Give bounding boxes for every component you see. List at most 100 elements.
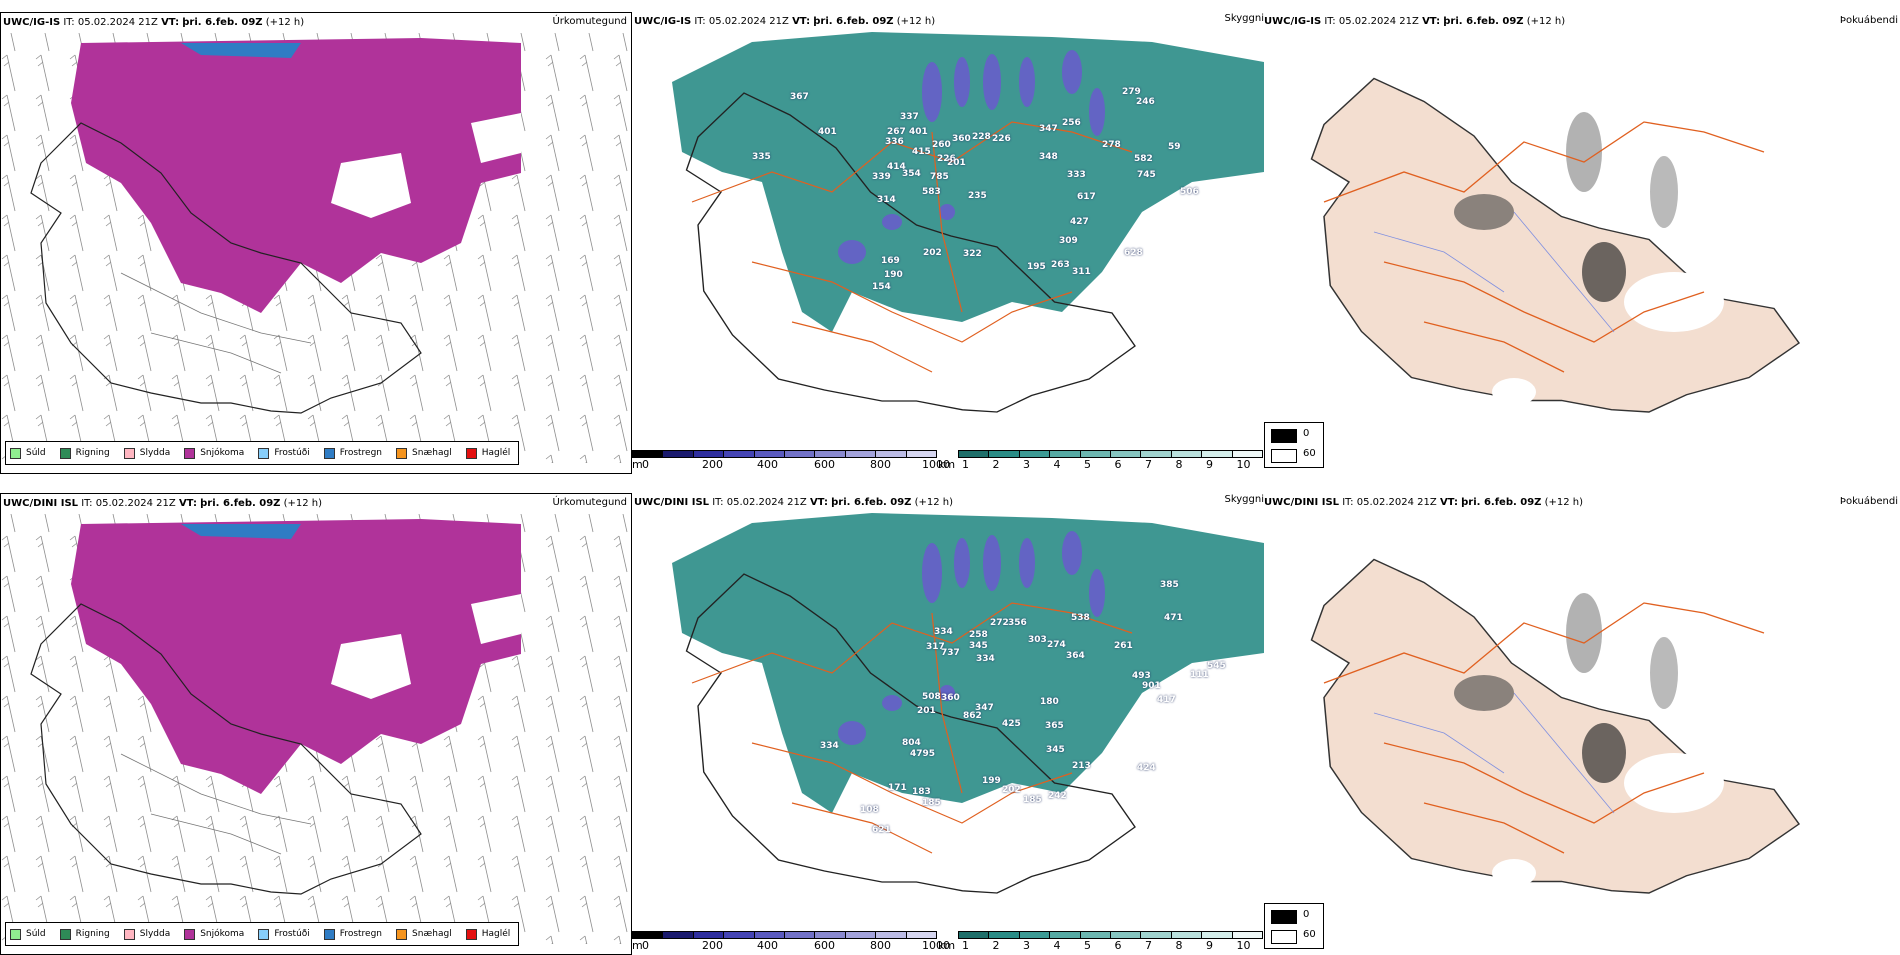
visibility-value: 401 [909,127,928,137]
visibility-value: 356 [1008,618,1027,628]
visibility-tick: 6 [1114,458,1122,471]
visibility-value: 272 [990,618,1009,628]
fog-label-high: 0 [1303,428,1310,439]
visibility-value: 322 [963,249,982,259]
visibility-colorbar [958,450,1263,458]
visibility-tick: 3 [1023,458,1030,471]
visibility-value: 169 [881,256,900,266]
vt-value: þri. 6.feb. 09Z [831,497,912,508]
legend-item: Frostregn [323,928,382,940]
legend-label: Súld [26,929,46,939]
it-value: 05.02.2024 21Z [95,498,176,509]
legend-swatch [184,928,196,940]
legend-swatch [59,928,71,940]
visibility-value: 334 [976,654,995,664]
visibility-value: 256 [1062,118,1081,128]
it-label: IT: [694,16,706,27]
vt-value: þri. 6.feb. 09Z [182,17,263,28]
it-label: IT: [81,498,93,509]
visibility-value: 334 [934,627,953,637]
visibility-value: 417 [1157,695,1176,705]
visibility-value: 862 [963,711,982,721]
visibility-value: 401 [818,127,837,137]
visibility-tick: 2 [992,939,1000,952]
river-network [1373,692,1615,814]
visibility-value: 59 [1168,142,1181,152]
vt-label: VT: [792,16,811,27]
visibility-panel: UWC/DINI ISL IT: 05.02.2024 21Z VT: þri.… [632,493,1264,955]
visibility-value: 185 [922,798,941,808]
visibility-value: 334 [820,741,839,751]
precip-legend: Súld Rigning Slydda Snjókoma Frostúði Frostre… [5,922,520,946]
legend-label: Frostregn [339,448,383,458]
vt-value: þri. 6.feb. 09Z [1443,16,1524,27]
vt-value: þri. 6.feb. 09Z [1461,497,1542,508]
visibility-value: 190 [884,270,903,280]
visibility-value: 235 [968,191,987,201]
visibility-value: 424 [1137,763,1156,773]
visibility-value: 364 [1066,651,1085,661]
visibility-value: 201 [917,706,936,716]
height-tick: 800 [870,458,891,471]
visibility-value: 745 [1137,170,1156,180]
fog-map [1264,12,1900,474]
model-row: UWC/IG-IS IT: 05.02.2024 21Z VT: þri. 6.… [0,12,1900,474]
lead-time: (+12 h) [1544,497,1584,508]
legend-label: Frostúði [274,448,310,458]
visibility-value: 202 [923,248,942,258]
visibility-tick: 5 [1084,458,1091,471]
visibility-value: 242 [1048,791,1067,801]
visibility-value: 506 [1180,187,1199,197]
vt-label: VT: [178,498,197,509]
low-visibility-area [672,513,1264,813]
visibility-value: 415 [912,147,931,157]
legend-item: Rigning [59,928,110,940]
visibility-value: 785 [930,172,949,182]
iceland-coastline [685,573,1136,894]
fog-title: Þokuábendi [1839,496,1898,507]
freezing-rain-area [181,524,301,539]
visibility-tick: 4 [1053,939,1061,952]
fog-label-low: 60 [1303,929,1316,940]
visibility-tick: 7 [1145,458,1152,471]
legend-item: Snjókoma [184,447,245,459]
model-row: UWC/DINI ISL IT: 05.02.2024 21Z VT: þri.… [0,493,1900,955]
vt-label: VT: [809,497,828,508]
model-name: UWC/DINI ISL [634,497,710,508]
visibility-value: 4795 [910,749,936,759]
low-visibility-area [672,32,1264,332]
fog-swatch-dark [1271,429,1297,443]
fog-swatch-dark [1271,910,1297,924]
visibility-tick: 2 [992,458,1000,471]
visibility-value: 278 [1102,140,1121,150]
legend-swatch [258,447,270,459]
visibility-tick: 8 [1175,458,1183,471]
legend-swatch [396,928,408,940]
visibility-value: 347 [1039,124,1058,134]
visibility-value: 583 [922,187,941,197]
visibility-value: 901 [1142,681,1161,691]
visibility-value: 267 [887,127,906,137]
visibility-value: 279 [1122,87,1141,97]
it-value: 05.02.2024 21Z [77,17,158,28]
visibility-value: 582 [1134,154,1153,164]
visibility-value: 246 [1136,97,1155,107]
visibility-value: 804 [902,738,921,748]
visibility-value: 347 [975,703,994,713]
visibility-value: 185 [1023,795,1042,805]
model-name: UWC/DINI ISL [3,498,79,509]
visibility-value: 336 [885,137,904,147]
precip-map [1,13,631,473]
it-label: IT: [712,497,724,508]
legend-label: Haglél [481,929,511,939]
visibility-value: 261 [1114,641,1133,651]
visibility-tick: 3 [1023,939,1030,952]
visibility-unit: km [938,458,956,471]
visibility-title: Skyggni [1224,13,1264,24]
visibility-value: 201 [947,158,966,168]
legend-swatch [123,928,135,940]
visibility-value: 202 [1002,785,1021,795]
legend-label: Snjókoma [200,929,245,939]
fog-swatch-light [1271,930,1297,944]
legend-label: Snjókoma [200,448,245,458]
